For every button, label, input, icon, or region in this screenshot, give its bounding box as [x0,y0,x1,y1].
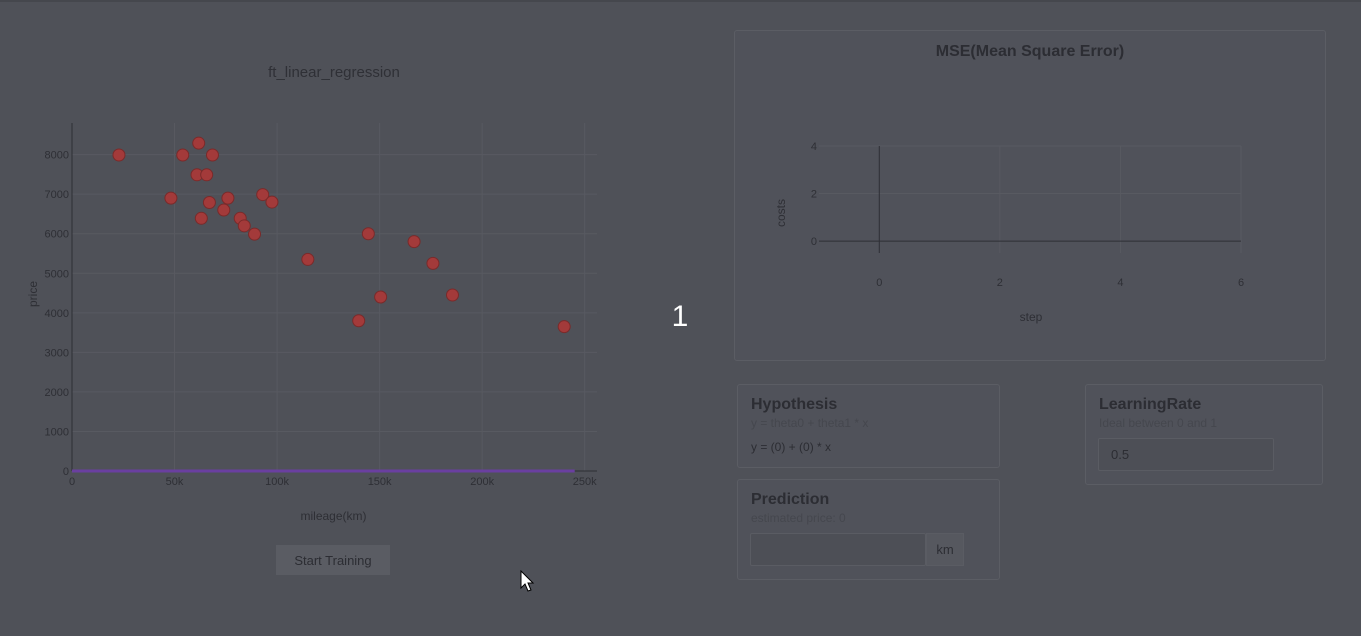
x-tick-label: 150k [368,476,392,488]
km-unit-label: km [926,533,964,566]
data-point [301,252,315,266]
hypothesis-formula: y = (0) + (0) * x [751,440,832,454]
mouse-cursor-icon [520,570,535,592]
hypothesis-card: Hypothesis y = theta0 + theta1 * x y = (… [737,384,1000,468]
y-tick-label: 5000 [45,268,69,280]
y-axis-title: costs [774,199,788,227]
start-training-button[interactable]: Start Training [276,545,390,575]
hypothesis-subtitle: y = theta0 + theta1 * x [751,416,869,430]
data-point [352,314,366,328]
y-tick-label: 1000 [45,426,69,438]
scatter-chart-title: ft_linear_regression [268,64,400,81]
y-tick-label: 8000 [45,150,69,162]
x-axis-title: mileage(km) [300,509,366,523]
data-point [237,219,251,233]
learning-rate-subtitle: Ideal between 0 and 1 [1099,416,1218,430]
data-point [176,148,190,162]
top-border [0,0,1361,2]
prediction-estimate: estimated price: 0 [751,511,846,525]
x-tick-label: 100k [265,476,289,488]
iteration-counter: 1 [671,300,689,333]
x-tick-label: 0 [876,277,882,289]
y-tick-label: 7000 [45,189,69,201]
data-point [361,227,375,241]
x-tick-label: 2 [997,277,1003,289]
y-tick-label: 6000 [45,229,69,241]
prediction-card: Prediction estimated price: 0 km [737,479,1000,580]
data-point [112,148,126,162]
data-point [194,211,208,225]
y-tick-label: 4000 [45,308,69,320]
data-point [265,195,279,209]
y-tick-label: 0 [811,236,817,248]
learning-rate-title: LearningRate [1099,396,1202,413]
data-point [445,288,459,302]
data-point [256,188,270,202]
x-tick-label: 200k [470,476,494,488]
mse-chart: 0 2 4 6 0 2 4 step costs [774,141,1244,324]
data-point [192,136,206,150]
y-tick-label: 2 [811,189,817,201]
x-tick-label: 6 [1238,277,1244,289]
data-point [426,256,440,270]
mse-card: MSE(Mean Square Error) 0 2 4 6 0 2 4 step costs [734,30,1326,361]
data-point [248,227,262,241]
x-tick-label: 4 [1117,277,1123,289]
data-point [374,290,388,304]
prediction-title: Prediction [751,491,830,508]
y-tick-label: 2000 [45,387,69,399]
y-tick-label: 0 [63,466,69,478]
y-tick-label: 4 [811,141,817,153]
y-tick-label: 3000 [45,347,69,359]
x-tick-label: 50k [166,476,184,488]
data-point [217,203,231,217]
x-tick-label: 250k [573,476,597,488]
learning-rate-card: LearningRate Ideal between 0 and 1 0.5 [1085,384,1323,485]
data-point [407,235,421,249]
data-point [205,148,219,162]
x-axis-title: step [1020,310,1043,324]
data-point [557,320,571,334]
y-axis-title: price [26,281,40,307]
learning-rate-input[interactable]: 0.5 [1098,438,1274,471]
hypothesis-title: Hypothesis [751,396,838,413]
x-tick-label: 0 [69,476,75,488]
mileage-input[interactable] [750,533,926,566]
data-point [200,168,214,182]
data-point [221,191,235,205]
data-point [202,195,216,209]
mse-chart-title: MSE(Mean Square Error) [935,43,1125,60]
scatter-chart: 0 1000 2000 3000 4000 5000 6000 7000 8000 0 50k 100… [26,123,597,523]
data-point [164,191,178,205]
